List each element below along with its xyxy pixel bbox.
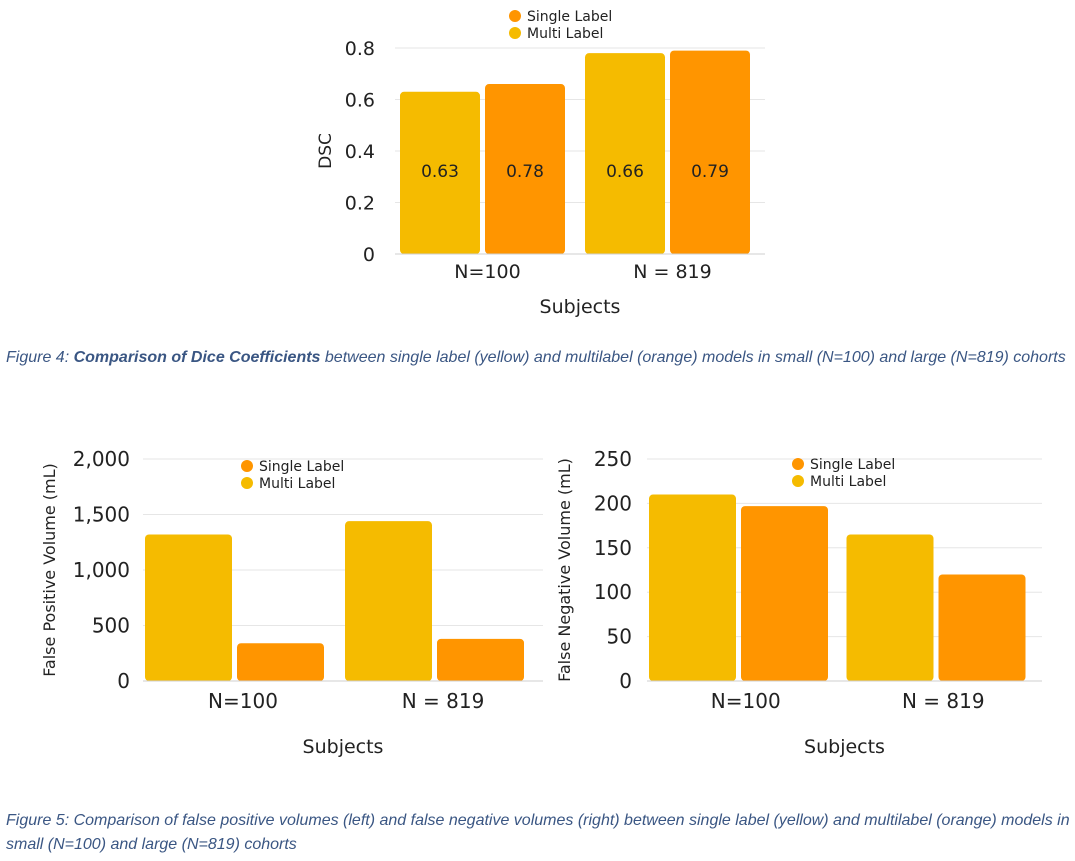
legend-label: Single Label	[259, 459, 344, 475]
bar-data-label: 0.63	[421, 162, 459, 182]
y-tick-label: 1,000	[73, 558, 130, 582]
y-axis-label: False Negative Volume (mL)	[555, 458, 574, 682]
y-tick-label: 150	[594, 536, 632, 560]
x-tick-label: N=100	[454, 261, 520, 283]
false-positive-chart: 0 500 1,000 1,500 2,000 N=100 N = 819 Subjects F…	[35, 440, 550, 770]
y-tick-label: 0.4	[345, 141, 375, 163]
y-tick-label: 200	[594, 491, 632, 515]
bar-single-label	[485, 84, 565, 254]
x-tick-label: N=100	[208, 689, 278, 713]
y-tick-label: 250	[594, 447, 632, 471]
bar-multi-label	[145, 534, 232, 681]
x-tick-label: N = 819	[902, 689, 985, 713]
y-tick-label: 500	[92, 614, 130, 638]
legend-swatch	[509, 27, 521, 39]
bar-multi-label	[649, 494, 736, 681]
bar-data-label: 0.78	[506, 162, 544, 182]
chart-svg: 0 0.2 0.4 0.6 0.8 0.63 0.66 0.78 0.79 N=100 N = 81…	[316, 9, 765, 318]
y-tick-label: 100	[594, 580, 632, 604]
figure-4-caption-bold: Comparison of Dice Coefficients	[73, 349, 321, 366]
x-tick-label: N = 819	[633, 261, 711, 283]
chart-svg: 0 500 1,000 1,500 2,000 N=100 N = 819 Subjects F…	[40, 447, 543, 758]
x-tick-label: N = 819	[402, 689, 485, 713]
bar-multi-label	[345, 521, 432, 681]
legend-label: Single Label	[527, 9, 612, 25]
bar-data-label: 0.79	[691, 162, 729, 182]
bar-multi-label	[846, 534, 934, 681]
y-tick-label: 0.6	[345, 90, 375, 112]
bar-single-label	[670, 50, 750, 255]
y-tick-label: 0	[363, 244, 375, 266]
y-axis-label: DSC	[316, 133, 336, 169]
x-axis-label: Subjects	[804, 736, 885, 758]
figure-5-caption: Figure 5: Comparison of false positive v…	[6, 812, 1070, 853]
bar-single-label	[938, 574, 1026, 681]
bar-single-label	[437, 638, 524, 681]
figure-4-caption-rest: between single label (yellow) and multil…	[320, 349, 1066, 366]
x-tick-label: N=100	[711, 689, 781, 713]
bar-single-label	[237, 643, 324, 681]
legend-swatch	[509, 10, 521, 22]
x-axis-label: Subjects	[540, 296, 621, 318]
legend-swatch	[241, 460, 253, 472]
legend-swatch	[792, 458, 804, 470]
y-tick-label: 1,500	[73, 503, 130, 527]
x-axis-label: Subjects	[303, 736, 384, 758]
y-tick-label: 0	[117, 669, 130, 693]
legend-label: Multi Label	[810, 474, 886, 490]
legend-swatch	[792, 475, 804, 487]
figure-4-caption: Figure 4: Comparison of Dice Coefficient…	[6, 346, 1071, 370]
bar-data-label: 0.66	[606, 162, 644, 182]
y-tick-label: 0.8	[345, 38, 375, 60]
chart-svg: 0 50 100 150 200 250 N=100 N = 819 Subjects False…	[555, 447, 1042, 758]
y-tick-label: 2,000	[73, 447, 130, 471]
y-tick-label: 50	[607, 625, 632, 649]
figure-4-caption-prefix: Figure 4:	[6, 349, 74, 366]
legend-label: Single Label	[810, 457, 895, 473]
y-axis-label: False Positive Volume (mL)	[40, 463, 59, 677]
legend-swatch	[241, 477, 253, 489]
bar-multi-label	[585, 53, 665, 255]
bar-single-label	[741, 506, 828, 681]
legend-label: Multi Label	[259, 476, 335, 492]
y-tick-label: 0	[619, 669, 632, 693]
legend-label: Multi Label	[527, 26, 603, 42]
false-negative-chart: 0 50 100 150 200 250 N=100 N = 819 Subjects False…	[550, 440, 1065, 770]
dsc-chart: 0 0.2 0.4 0.6 0.8 0.63 0.66 0.78 0.79 N=100 N = 81…	[300, 0, 780, 325]
bar-multi-label	[400, 91, 480, 255]
y-tick-label: 0.2	[345, 193, 375, 215]
